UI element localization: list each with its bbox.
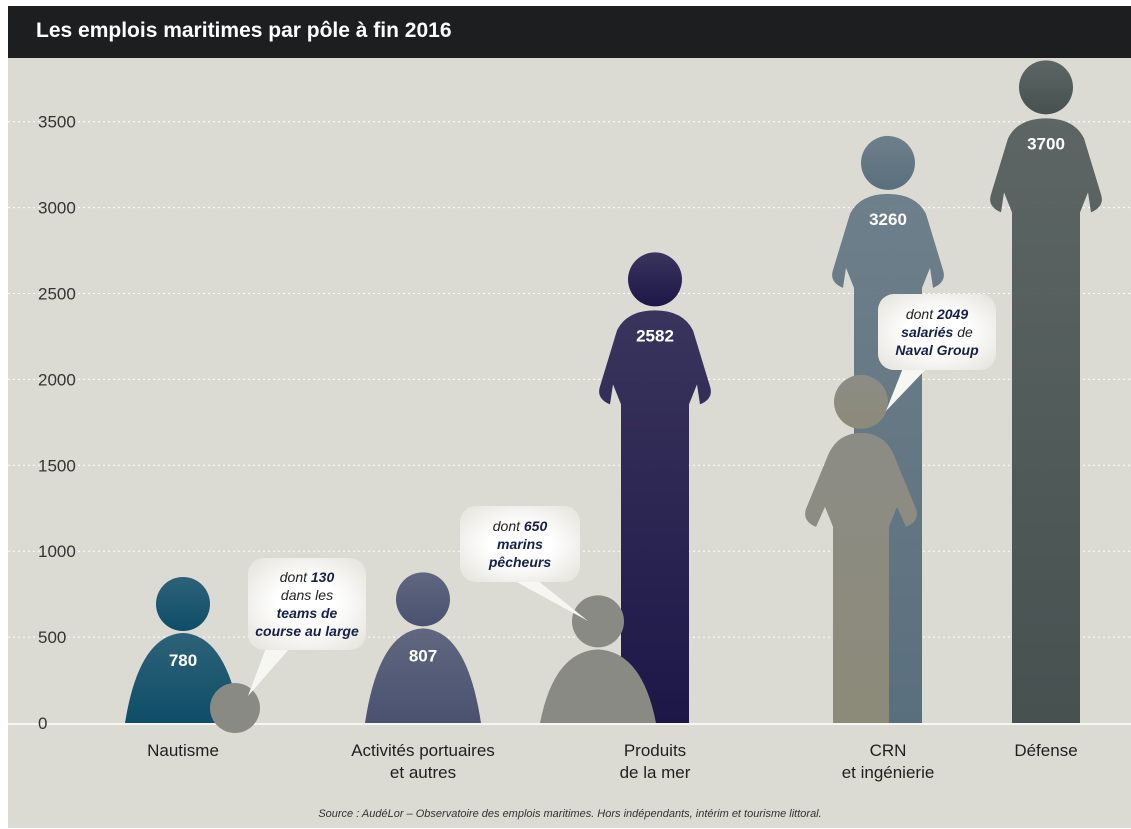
callout-0-bubble — [248, 558, 366, 650]
y-tick-label: 1000 — [38, 542, 76, 561]
value-label-3: 3260 — [869, 210, 907, 229]
y-tick-label: 3500 — [38, 113, 76, 132]
callout-2-tail — [886, 368, 927, 411]
category-labels: Nautisme Activités portuaires et autres Pro… — [147, 741, 1078, 782]
callout-2-line: dont 2049 — [906, 306, 968, 322]
callout-1-tail — [513, 580, 588, 621]
y-tick-label: 1500 — [38, 456, 76, 475]
figure-3-head — [861, 135, 915, 190]
figure-1-head — [396, 572, 450, 627]
y-axis-ticks: 0 500 1000 1500 2000 2500 3000 3500 — [38, 113, 76, 733]
value-label-4: 3700 — [1027, 134, 1065, 153]
chart-frame: Les emplois maritimes par pôle à fin 201… — [8, 6, 1131, 828]
category-label-2: Produits de la mer — [620, 741, 691, 782]
y-tick-label: 0 — [38, 714, 47, 733]
callout-2: dont 2049 salariés de Naval Group — [878, 294, 996, 411]
callout-1-line: dont 650 — [493, 518, 548, 534]
sub-figure-1-body — [540, 649, 656, 723]
callout-2-line: salariés de — [901, 324, 973, 340]
source-note: Source : AudéLor – Observatoire des empl… — [318, 808, 822, 820]
y-tick-label: 3000 — [38, 199, 76, 218]
sub-figure-2-head — [834, 374, 888, 429]
figure-4-head — [1019, 60, 1073, 115]
chart-canvas: 0 500 1000 1500 2000 2500 3000 3500 780 807 2582 3… — [8, 60, 1131, 782]
figure-1-body — [365, 628, 481, 723]
figure-1 — [365, 572, 481, 723]
callout-2-line: Naval Group — [895, 342, 979, 358]
sub-figure-2 — [805, 374, 917, 723]
figure-4-body — [990, 118, 1102, 724]
title-bar: Les emplois maritimes par pôle à fin 201… — [8, 6, 1131, 58]
callout-0: dont 130 dans les teams de course au large — [248, 558, 366, 696]
y-tick-label: 2500 — [38, 285, 76, 304]
grid-lines — [8, 121, 1131, 725]
figure-2 — [599, 252, 711, 723]
callout-1: dont 650 marins pêcheurs — [460, 506, 588, 621]
callout-0-tail — [248, 648, 290, 696]
callout-1-line: marins — [497, 536, 543, 552]
figure-2-body — [599, 310, 711, 723]
chart-title: Les emplois maritimes par pôle à fin 201… — [36, 19, 452, 42]
category-label-1: Activités portuaires et autres — [351, 741, 495, 782]
sub-figure-0 — [210, 683, 260, 733]
category-label-3: CRN et ingénierie — [842, 741, 935, 782]
figure-4 — [990, 60, 1102, 724]
y-tick-label: 500 — [38, 628, 66, 647]
value-label-0: 780 — [169, 651, 197, 670]
callout-0-line: teams de — [277, 605, 338, 621]
category-label-0: Nautisme — [147, 741, 219, 760]
category-label-4: Défense — [1014, 741, 1077, 760]
sub-figure-1 — [540, 595, 656, 723]
figure-2-head — [628, 252, 682, 307]
sub-figure-0-head — [210, 683, 260, 733]
callout-0-line: course au large — [255, 623, 359, 639]
y-tick-label: 2000 — [38, 370, 76, 389]
sub-figure-2-body — [805, 432, 917, 723]
callout-0-line: dont 130 — [280, 569, 335, 585]
value-label-1: 807 — [409, 646, 437, 665]
callout-2-bubble — [878, 294, 996, 370]
callout-0-line: dans les — [281, 587, 333, 603]
sub-figure-1-head — [572, 595, 624, 648]
callout-1-bubble — [460, 506, 580, 582]
figure-0-head — [156, 576, 210, 631]
callout-1-line: pêcheurs — [488, 554, 551, 570]
value-label-2: 2582 — [636, 326, 674, 345]
